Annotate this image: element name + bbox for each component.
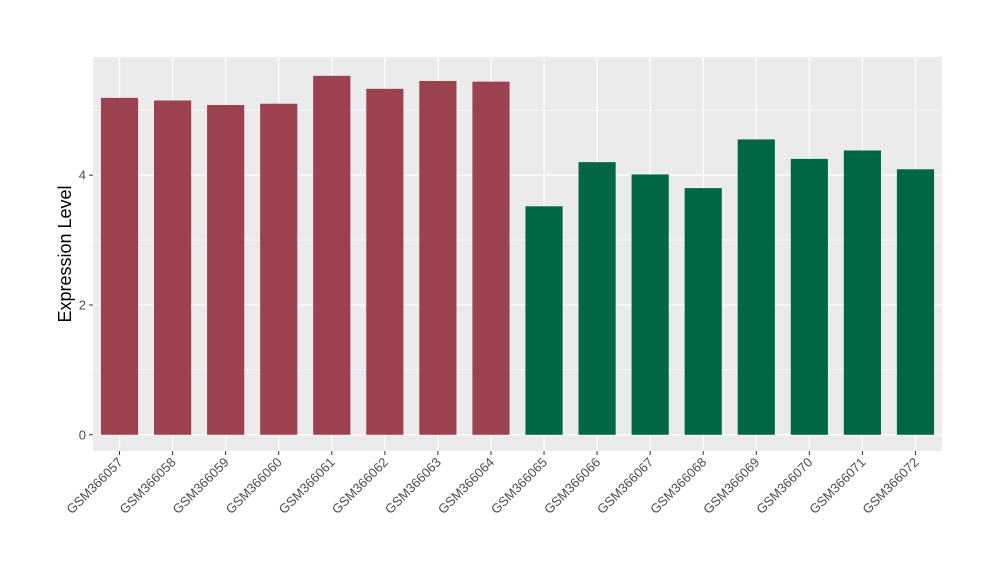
bar-GSM366068 [684,188,722,435]
bars [100,75,935,435]
bar-GSM366071 [843,150,881,435]
bar-GSM366063 [419,81,457,435]
y-tick-label: 0 [79,427,86,442]
x-tick-label: GSM366066 [541,455,603,517]
bar-GSM366062 [366,88,404,435]
x-tick-label: GSM366071 [806,455,868,517]
x-tick-label: GSM366057 [63,455,125,517]
x-tick-label: GSM366064 [435,455,497,517]
bar-GSM366066 [578,162,616,435]
x-tick-label: GSM366065 [488,455,550,517]
x-tick-label: GSM366067 [594,455,656,517]
x-tick-label: GSM366069 [700,455,762,517]
bar-GSM366060 [260,103,298,435]
y-tick-label: 4 [79,168,86,183]
x-tick-label: GSM366068 [647,455,709,517]
y-axis-title: Expression Level [55,185,75,322]
bar-GSM366064 [472,81,510,435]
bar-GSM366067 [631,174,669,435]
bar-GSM366069 [737,139,775,435]
bar-GSM366057 [100,97,139,435]
bar-GSM366059 [207,105,245,435]
y-axis: 0 2 4 [79,168,93,442]
x-tick-label: GSM366062 [329,455,391,517]
x-tick-label: GSM366063 [382,455,444,517]
x-axis: GSM366057GSM366058GSM366059GSM366060GSM3… [63,451,922,517]
x-tick-label: GSM366059 [170,455,232,517]
x-tick-label: GSM366060 [223,455,285,517]
bar-GSM366072 [896,169,935,435]
bar-GSM366070 [790,158,828,435]
bar-GSM366061 [313,75,351,435]
x-tick-label: GSM366061 [276,455,338,517]
bar-GSM366065 [525,206,563,435]
bar-GSM366058 [154,100,192,435]
x-tick-label: GSM366058 [116,455,178,517]
y-tick-label: 2 [79,297,86,312]
x-tick-label: GSM366070 [753,455,815,517]
x-tick-label: GSM366072 [859,455,921,517]
